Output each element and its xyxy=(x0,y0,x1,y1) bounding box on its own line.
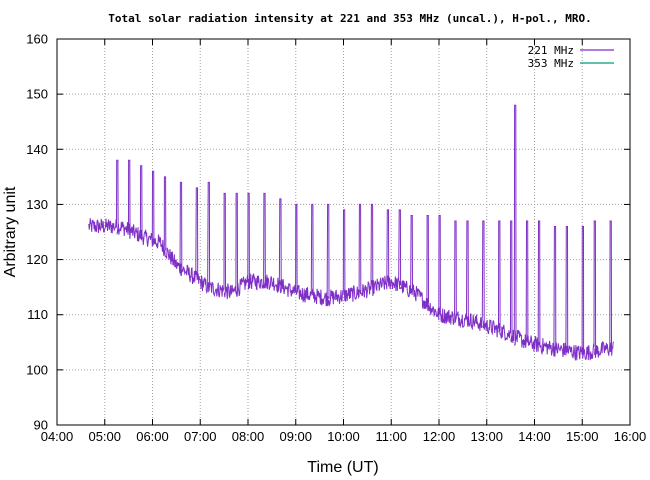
x-tick-label: 15:00 xyxy=(566,429,599,444)
series-layer xyxy=(88,104,615,361)
y-tick-label: 100 xyxy=(26,362,48,377)
legend-label-221: 221 MHz xyxy=(528,44,574,57)
y-tick-label: 90 xyxy=(34,418,48,433)
y-tick-label: 130 xyxy=(26,197,48,212)
x-axis-ticks: 04:00 05:00 06:00 07:00 08:00 09:00 10:00 11:00… xyxy=(41,39,647,444)
x-tick-label: 04:00 xyxy=(41,429,74,444)
y-tick-label: 110 xyxy=(27,307,48,322)
x-tick-label: 16:00 xyxy=(614,429,647,444)
x-tick-label: 05:00 xyxy=(88,429,121,444)
x-tick-label: 09:00 xyxy=(279,429,312,444)
y-tick-label: 120 xyxy=(26,252,48,267)
y-tick-label: 150 xyxy=(26,87,48,102)
x-tick-label: 08:00 xyxy=(232,429,265,444)
x-tick-label: 07:00 xyxy=(184,429,217,444)
y-axis-label: Arbitrary unit xyxy=(2,186,19,277)
chart-title: Total solar radiation intensity at 221 a… xyxy=(108,12,591,25)
x-tick-label: 13:00 xyxy=(470,429,503,444)
legend-label-353: 353 MHz xyxy=(528,57,574,70)
x-axis-label: Time (UT) xyxy=(307,459,378,476)
x-tick-label: 12:00 xyxy=(423,429,456,444)
y-tick-label: 160 xyxy=(26,32,48,47)
x-tick-label: 11:00 xyxy=(375,429,407,444)
y-tick-label: 140 xyxy=(26,142,48,157)
series-line-221-mhz xyxy=(88,104,615,361)
x-tick-label: 06:00 xyxy=(136,429,169,444)
legend: 221 MHz 353 MHz xyxy=(528,44,614,70)
x-tick-label: 14:00 xyxy=(518,429,551,444)
x-tick-label: 10:00 xyxy=(327,429,360,444)
y-axis-ticks: 90 100 110 120 130 140 150 160 xyxy=(26,32,630,433)
